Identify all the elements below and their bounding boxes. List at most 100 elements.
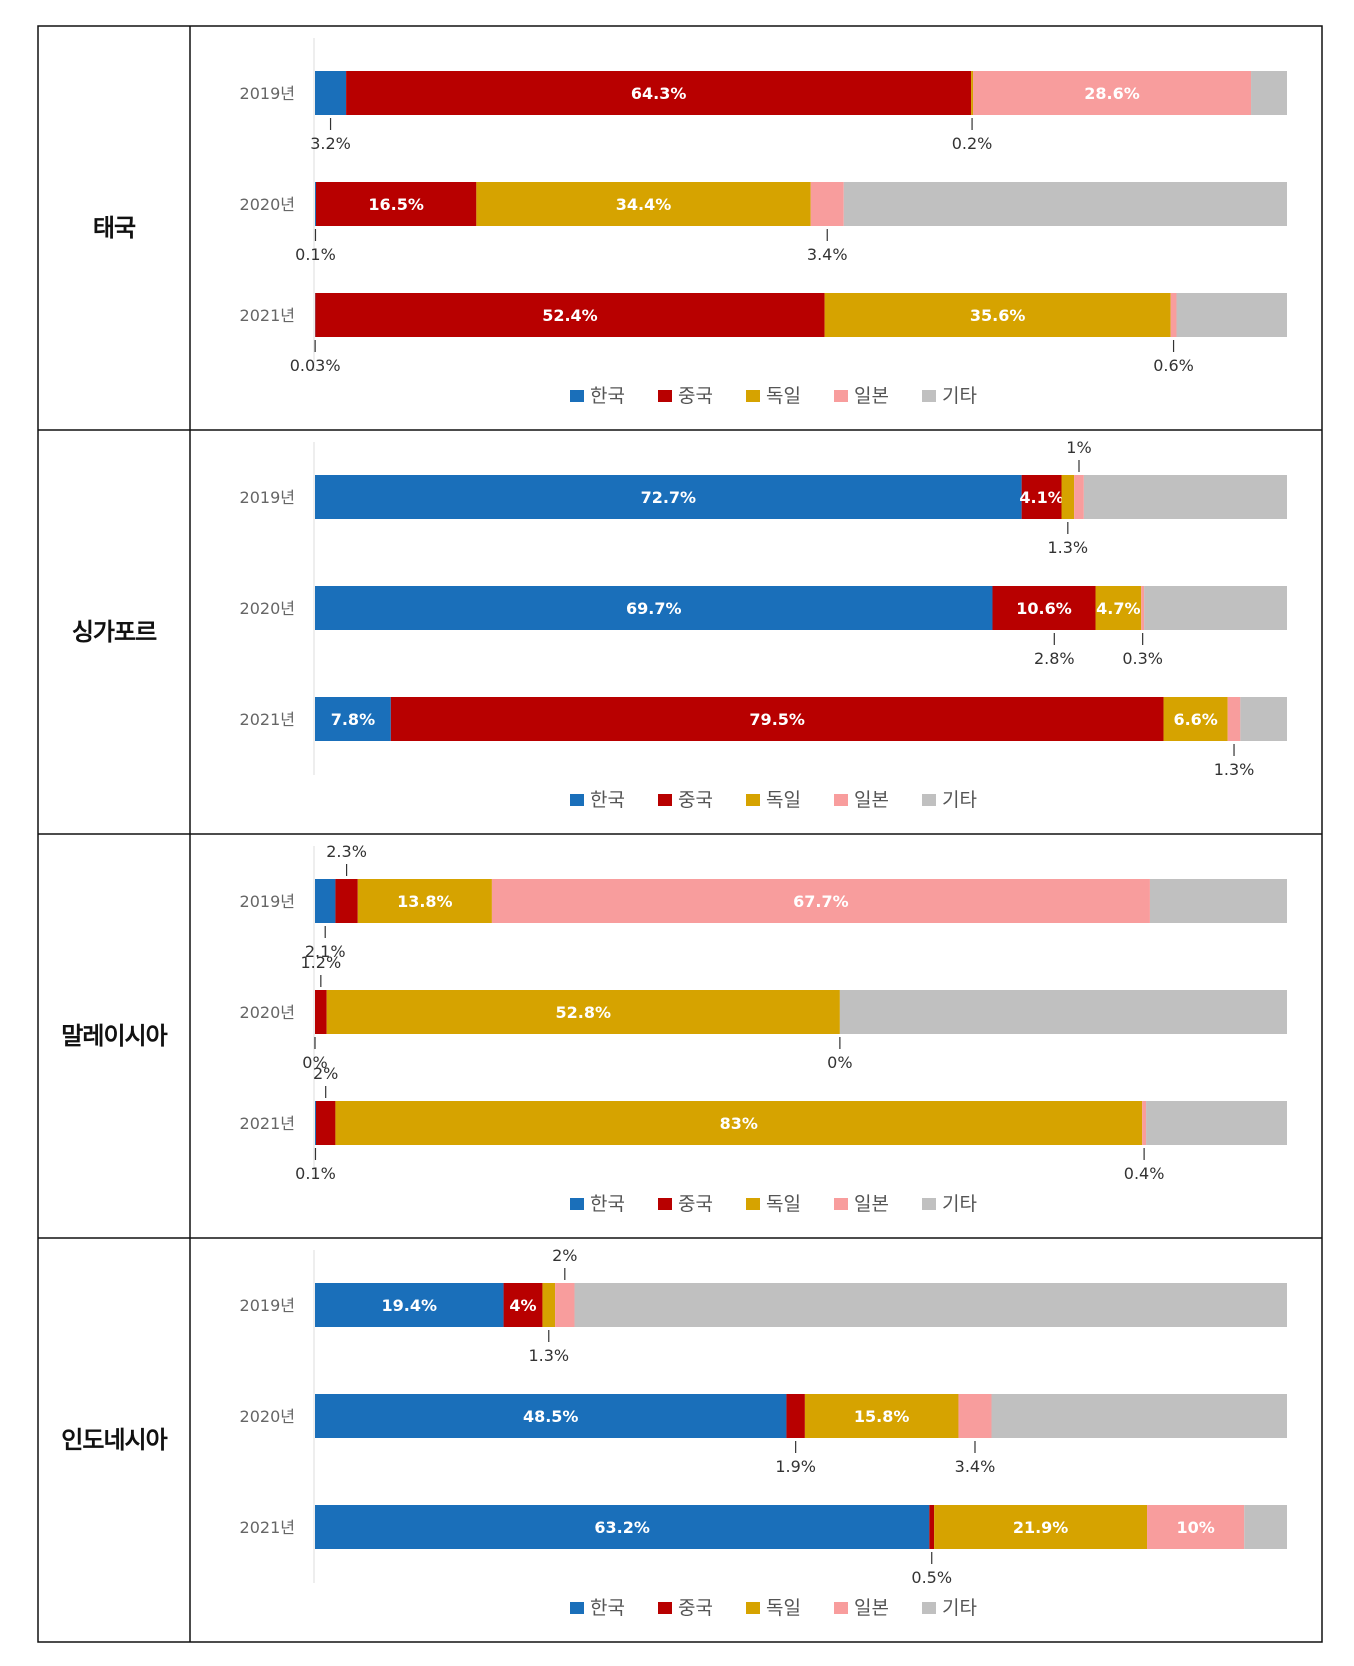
legend-swatch-japan — [834, 390, 848, 402]
bar-segment-japan — [1147, 1505, 1245, 1549]
bar-segment-korea — [315, 1394, 787, 1438]
bar-segment-other — [1176, 293, 1287, 337]
bar-segment-germany — [971, 71, 974, 115]
legend-label: 기타 — [942, 1597, 977, 1619]
callout-label: 0% — [302, 1053, 327, 1072]
legend-swatch-germany — [746, 390, 760, 402]
legend-label: 독일 — [766, 789, 801, 811]
legend-swatch-china — [658, 794, 672, 806]
bar-segment-other — [1149, 879, 1287, 923]
country-label: 말레이시아 — [61, 1022, 167, 1050]
year-label: 2021년 — [240, 710, 295, 729]
bar-segment-japan — [555, 1283, 575, 1327]
legend-label: 한국 — [590, 385, 625, 407]
callout-label: 3.2% — [310, 134, 351, 153]
bar-segment-china — [315, 182, 477, 226]
callout-label: 1.9% — [775, 1457, 816, 1476]
bar-value-label: 15.8% — [854, 1407, 910, 1426]
bar-value-label: 63.2% — [594, 1518, 650, 1537]
year-label: 2021년 — [240, 306, 295, 325]
bar-value-label: 34.4% — [616, 195, 672, 214]
bar-value-label: 64.3% — [631, 84, 687, 103]
bar-segment-germany — [1061, 475, 1075, 519]
bar-segment-korea — [315, 475, 1022, 519]
legend-swatch-japan — [834, 1602, 848, 1614]
bar-value-label: 10% — [1176, 1518, 1214, 1537]
bar-segment-japan — [1142, 1101, 1147, 1145]
legend-swatch-other — [922, 794, 936, 806]
legend-swatch-other — [922, 1602, 936, 1614]
country-label: 싱가포르 — [72, 618, 157, 646]
callout-label: 3.4% — [955, 1457, 996, 1476]
bar-segment-china — [335, 879, 358, 923]
legend-label: 한국 — [590, 1597, 625, 1619]
callout-label: 2.1% — [305, 942, 346, 961]
year-label: 2020년 — [240, 195, 295, 214]
callout-label: 0.3% — [1122, 649, 1163, 668]
bar-segment-germany — [542, 1283, 556, 1327]
legend-label: 한국 — [590, 1193, 625, 1215]
bar-value-label: 21.9% — [1013, 1518, 1069, 1537]
legend-swatch-china — [658, 390, 672, 402]
bar-value-label: 10.6% — [1016, 599, 1072, 618]
bar-segment-germany — [335, 1101, 1143, 1145]
bar-value-label: 52.4% — [542, 306, 598, 325]
callout-label: 0% — [827, 1053, 852, 1072]
bar-value-label: 72.7% — [641, 488, 697, 507]
legend-label: 중국 — [678, 385, 713, 407]
legend-label: 기타 — [942, 385, 977, 407]
callout-label: 0.1% — [295, 1164, 336, 1183]
callout-label: 1.3% — [1047, 538, 1088, 557]
bar-value-label: 28.6% — [1084, 84, 1140, 103]
bar-segment-germany — [804, 1394, 959, 1438]
legend-label: 기타 — [942, 789, 977, 811]
bar-segment-other — [1083, 475, 1287, 519]
bar-segment-japan — [1141, 586, 1145, 630]
bar-value-label: 4.1% — [1019, 488, 1063, 507]
bar-segment-china — [992, 586, 1096, 630]
bar-segment-korea — [315, 697, 391, 741]
legend-swatch-other — [922, 1198, 936, 1210]
bar-segment-china — [346, 71, 972, 115]
legend-label: 일본 — [854, 1193, 889, 1215]
callout-label: 3.4% — [807, 245, 848, 264]
legend-swatch-germany — [746, 1198, 760, 1210]
bar-segment-japan — [810, 182, 844, 226]
year-label: 2019년 — [240, 892, 295, 911]
legend-swatch-korea — [570, 1198, 584, 1210]
bar-segment-other — [574, 1283, 1287, 1327]
year-label: 2021년 — [240, 1114, 295, 1133]
bar-segment-korea — [315, 71, 347, 115]
bar-segment-china — [786, 1394, 805, 1438]
bar-value-label: 35.6% — [970, 306, 1026, 325]
bar-value-label: 4% — [509, 1296, 536, 1315]
bar-segment-other — [1144, 586, 1287, 630]
legend-swatch-china — [658, 1198, 672, 1210]
bar-segment-china — [1021, 475, 1062, 519]
legend-swatch-japan — [834, 794, 848, 806]
bar-segment-china — [390, 697, 1164, 741]
bar-segment-germany — [934, 1505, 1148, 1549]
bar-value-label: 4.7% — [1096, 599, 1140, 618]
legend-label: 독일 — [766, 1597, 801, 1619]
bar-segment-china — [929, 1505, 935, 1549]
bar-segment-japan — [1170, 293, 1177, 337]
bar-segment-other — [839, 990, 1287, 1034]
bar-value-label: 6.6% — [1173, 710, 1217, 729]
legend-label: 중국 — [678, 789, 713, 811]
bar-value-label: 52.8% — [556, 1003, 612, 1022]
legend-label: 독일 — [766, 1193, 801, 1215]
callout-label: 1% — [1066, 438, 1091, 457]
bar-segment-other — [1244, 1505, 1287, 1549]
year-label: 2020년 — [240, 1407, 295, 1426]
callout-label: 2% — [313, 1064, 338, 1083]
bar-segment-other — [1240, 697, 1287, 741]
year-label: 2021년 — [240, 1518, 295, 1537]
bar-segment-other — [1146, 1101, 1287, 1145]
bar-segment-korea — [315, 1505, 930, 1549]
year-label: 2019년 — [240, 1296, 295, 1315]
bar-segment-germany — [476, 182, 811, 226]
year-label: 2020년 — [240, 1003, 295, 1022]
bar-segment-germany — [326, 990, 840, 1034]
